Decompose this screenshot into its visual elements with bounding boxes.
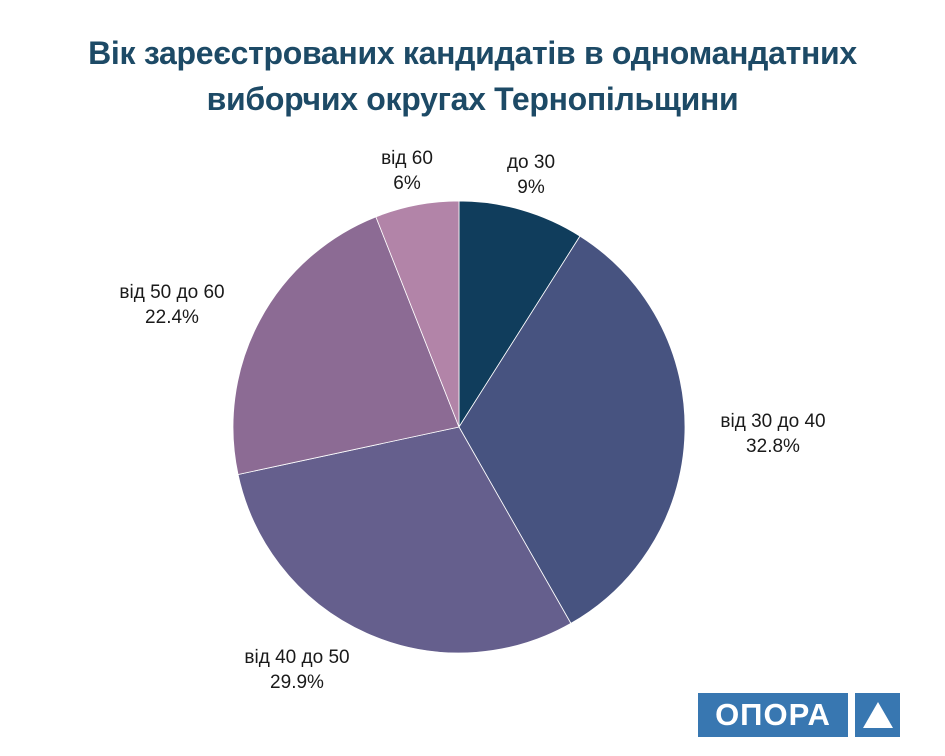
pie-label-pct: 6% [393, 173, 421, 194]
pie-label-pct: 9% [517, 177, 545, 198]
pie-label-do-30: до 30 9% [507, 150, 555, 200]
pie-label-name: від 60 [381, 148, 433, 169]
chart-title-line-2: виборчих округах Тернопільщини [206, 81, 739, 117]
opora-logo-text: ОПОРА [715, 697, 831, 732]
pie-label-vid-30-do-40: від 30 до 40 32.8% [720, 409, 825, 459]
pie-label-pct: 22.4% [145, 307, 199, 328]
triangle-up-icon [862, 702, 893, 728]
opora-logo: ОПОРА [698, 693, 900, 737]
pie-label-pct: 29.9% [270, 672, 324, 693]
pie-slice-do-30 [458, 200, 581, 429]
opora-logo-mark [855, 693, 900, 737]
pie-label-vid-40-do-50: від 40 до 50 29.9% [244, 645, 349, 695]
chart-title: Вік зареєстрованих кандидатів в одноманд… [0, 30, 945, 122]
pie-label-vid-50-do-60: від 50 до 60 22.4% [119, 280, 224, 330]
pie-slice-vid-40-do-50 [237, 426, 572, 654]
pie-slice-vid-60 [375, 200, 460, 428]
pie-label-name: від 30 до 40 [720, 411, 826, 432]
pie-label-vid-60: від 60 6% [381, 146, 433, 196]
pie-slice-vid-30-do-40 [458, 235, 686, 624]
chart-title-line-1: Вік зареєстрованих кандидатів в одноманд… [88, 35, 857, 71]
opora-logo-text-box: ОПОРА [698, 693, 848, 737]
pie-label-name: від 50 до 60 [119, 282, 225, 303]
pie-slice-vid-50-do-60 [232, 216, 460, 475]
pie-label-pct: 32.8% [746, 436, 800, 457]
pie-label-name: від 40 до 50 [244, 647, 350, 668]
pie-label-name: до 30 [506, 152, 556, 173]
